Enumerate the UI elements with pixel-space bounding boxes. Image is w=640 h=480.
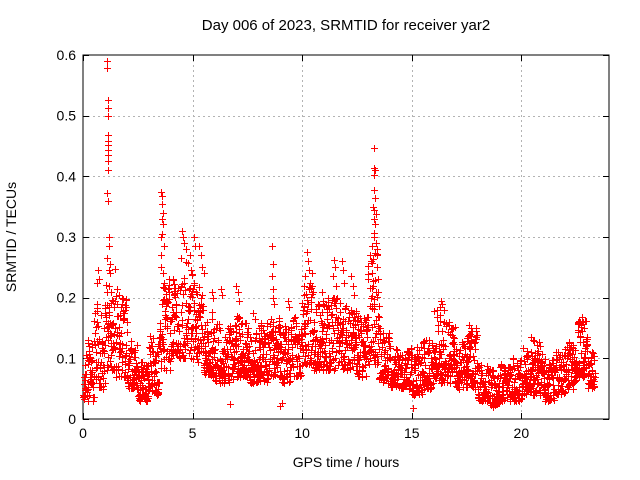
scatter-points-srmtid: [80, 58, 599, 412]
y-axis-label: SRMTID / TECUs: [3, 182, 19, 292]
y-tick-label: 0: [68, 411, 76, 427]
x-tick-label: 0: [79, 425, 87, 441]
axis-ticks: [83, 55, 609, 420]
y-tick-label: 0.5: [57, 108, 77, 124]
x-tick-label: 5: [189, 425, 197, 441]
x-axis-label: GPS time / hours: [293, 454, 400, 470]
chart-title: Day 006 of 2023, SRMTID for receiver yar…: [202, 17, 490, 34]
x-tick-label: 15: [404, 425, 420, 441]
axis-tick-labels: 0 5 10 15 20 0 0.1 0.2 0.3 0.4 0.5 0.6: [57, 47, 530, 441]
y-tick-label: 0.6: [57, 47, 77, 63]
y-tick-label: 0.1: [57, 350, 77, 366]
x-tick-label: 20: [514, 425, 530, 441]
y-tick-label: 0.3: [57, 229, 77, 245]
y-tick-label: 0.2: [57, 290, 77, 306]
y-tick-label: 0.4: [57, 168, 77, 184]
x-tick-label: 10: [294, 425, 310, 441]
